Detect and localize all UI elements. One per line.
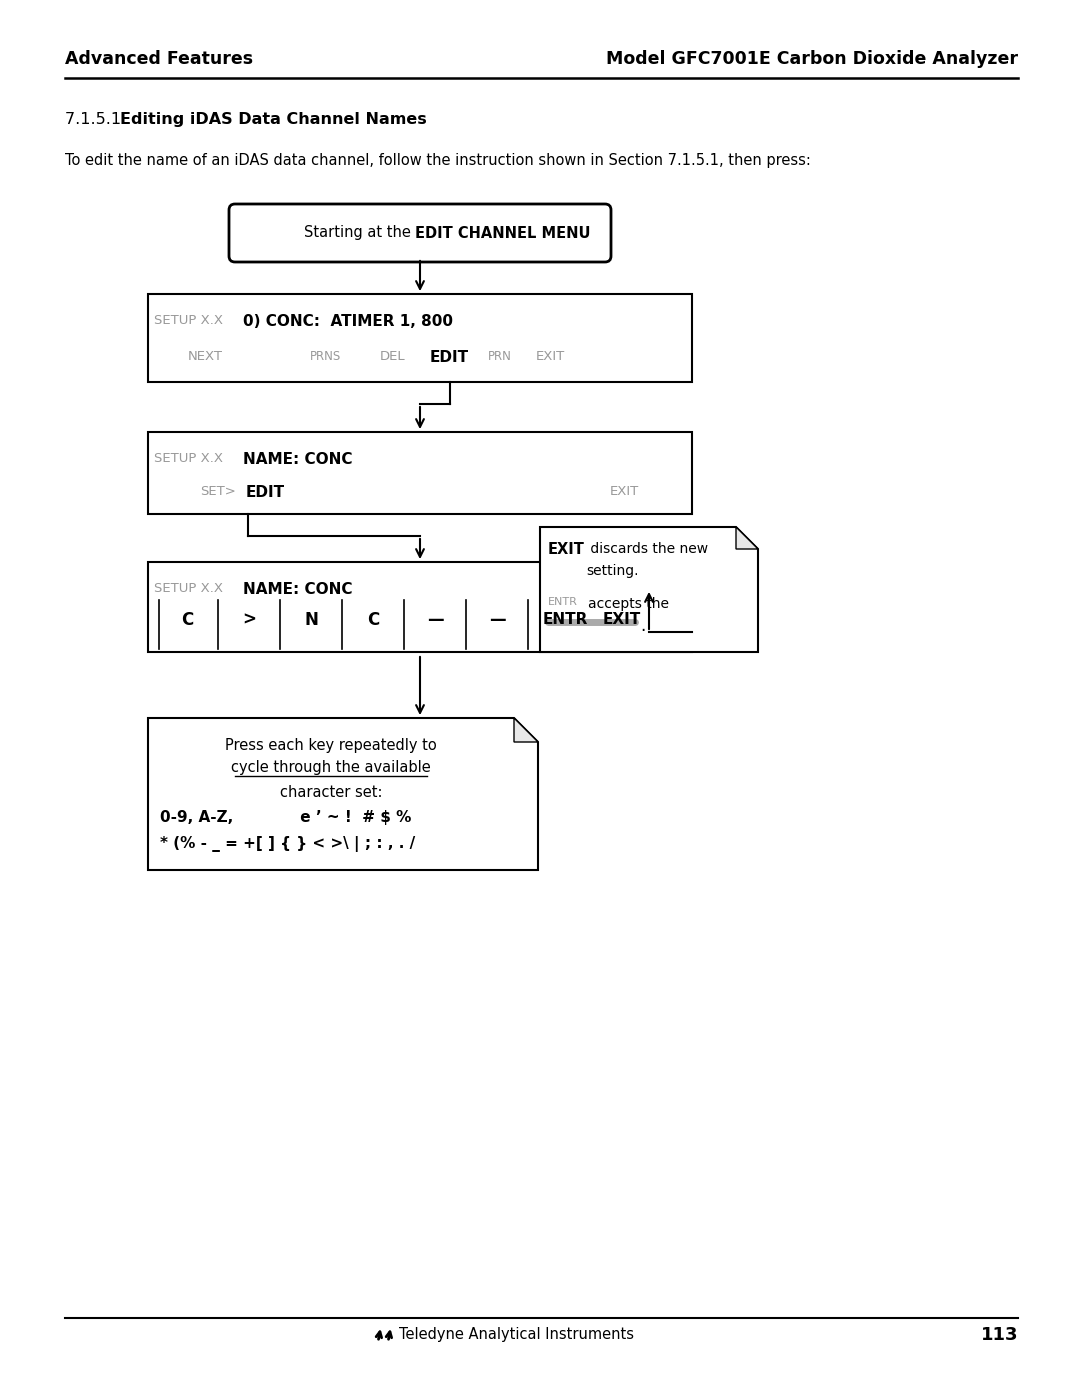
Polygon shape [540,527,758,652]
Text: ENTR: ENTR [543,612,589,627]
Text: SETUP X.X: SETUP X.X [154,583,222,595]
Text: Model GFC7001E Carbon Dioxide Analyzer: Model GFC7001E Carbon Dioxide Analyzer [606,50,1018,68]
Text: SETUP X.X: SETUP X.X [154,453,222,465]
Text: >: > [242,610,256,629]
Text: C: C [367,610,379,629]
Text: EDIT: EDIT [430,351,469,365]
Text: ENTR: ENTR [548,597,578,608]
Text: Editing iDAS Data Channel Names: Editing iDAS Data Channel Names [120,112,427,127]
Text: SET>: SET> [200,485,235,497]
Text: Starting at the: Starting at the [303,225,415,240]
Text: C: C [180,610,193,629]
Text: 113: 113 [981,1326,1018,1344]
Text: DEL: DEL [380,351,406,363]
Text: Teledyne Analytical Instruments: Teledyne Analytical Instruments [399,1327,634,1343]
Text: .: . [640,617,645,636]
Text: 0) CONC:  ATIMER 1, 800: 0) CONC: ATIMER 1, 800 [243,314,453,330]
Text: PRNS: PRNS [310,351,341,363]
Text: —: — [488,610,505,629]
Text: e ’ ~ !  # $ %: e ’ ~ ! # $ % [253,810,411,826]
Text: 7.1.5.1.: 7.1.5.1. [65,112,132,127]
Text: cycle through the available: cycle through the available [231,760,431,775]
Text: N: N [305,610,318,629]
Polygon shape [148,718,538,870]
Polygon shape [735,527,758,549]
Text: accepts the: accepts the [588,597,669,610]
Text: Advanced Features: Advanced Features [65,50,253,68]
Text: * (% - _ = +[ ] { } < >\ | ; : , . /: * (% - _ = +[ ] { } < >\ | ; : , . / [160,835,415,852]
Bar [148,293,692,381]
Text: setting.: setting. [586,564,638,578]
Text: EDIT: EDIT [246,485,285,500]
Text: —: — [427,610,443,629]
FancyBboxPatch shape [229,204,611,263]
Text: PRN: PRN [488,351,512,363]
Text: 0‑9, A‑Z,: 0‑9, A‑Z, [160,810,233,826]
Text: EDIT CHANNEL MENU: EDIT CHANNEL MENU [415,225,591,240]
Polygon shape [514,718,538,742]
Text: NEXT: NEXT [188,351,222,363]
Bar [148,432,692,514]
Text: EXIT: EXIT [548,542,585,557]
Text: EXIT: EXIT [536,351,565,363]
Text: Press each key repeatedly to: Press each key repeatedly to [225,738,437,753]
Text: To edit the name of an iDAS data channel, follow the instruction shown in Sectio: To edit the name of an iDAS data channel… [65,154,811,168]
Text: NAME: CONC: NAME: CONC [243,453,352,467]
Text: character set:: character set: [280,785,382,800]
Text: SETUP X.X: SETUP X.X [154,314,222,327]
Text: EXIT: EXIT [603,612,642,627]
Text: discards the new: discards the new [586,542,708,556]
Text: EXIT: EXIT [610,485,639,497]
Text: NAME: CONC: NAME: CONC [243,583,352,597]
Bar [148,562,692,652]
